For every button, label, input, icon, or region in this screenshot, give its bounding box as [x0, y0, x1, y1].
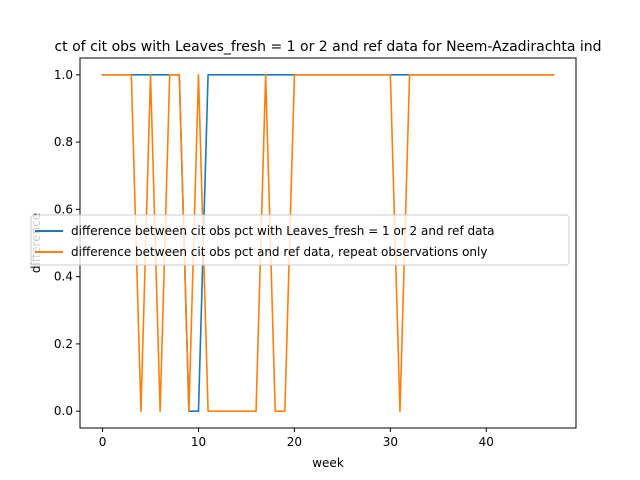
legend-box: [30, 214, 570, 266]
series-line-2: [101, 74, 555, 412]
y-tick-label: 0.6: [54, 202, 73, 216]
series-layer: [101, 74, 555, 412]
x-tick-label: 30: [383, 435, 398, 449]
x-axis-ticks: 0 10 20 30 40: [99, 428, 494, 449]
y-tick-label: 1.0: [54, 68, 73, 82]
x-axis-label: week: [312, 456, 344, 470]
legend-label-series-1: difference between cit obs pct with Leav…: [71, 224, 495, 238]
x-tick-label: 20: [287, 435, 302, 449]
x-tick-label: 10: [191, 435, 206, 449]
y-tick-label: 0.4: [54, 270, 73, 284]
y-tick-label: 0.0: [54, 404, 73, 418]
legend: difference between cit obs pct with Leav…: [30, 214, 570, 266]
x-tick-label: 0: [99, 435, 107, 449]
x-tick-label: 40: [479, 435, 494, 449]
y-axis-ticks: 0.0 0.2 0.4 0.6 0.8 1.0: [54, 68, 80, 418]
y-tick-label: 0.2: [54, 337, 73, 351]
legend-label-series-2: difference between cit obs pct and ref d…: [71, 245, 487, 259]
y-tick-label: 0.8: [54, 135, 73, 149]
chart-title: ct of cit obs with Leaves_fresh = 1 or 2…: [54, 39, 601, 55]
